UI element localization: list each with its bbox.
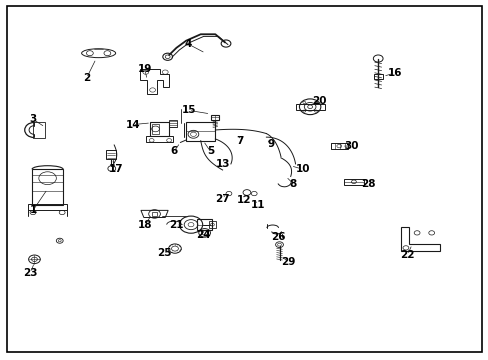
Text: 20: 20	[312, 96, 326, 107]
Text: 30: 30	[344, 141, 358, 151]
Bar	[208, 221, 216, 228]
Text: 13: 13	[215, 159, 229, 169]
Bar	[169, 120, 177, 127]
Text: 15: 15	[181, 105, 195, 115]
Bar	[106, 150, 116, 159]
Bar	[32, 169, 63, 205]
Text: 19: 19	[137, 64, 152, 74]
Bar	[151, 212, 157, 216]
Text: 22: 22	[399, 250, 414, 260]
Bar	[28, 204, 67, 210]
Text: 7: 7	[236, 136, 243, 146]
Text: 6: 6	[170, 147, 177, 157]
Text: 3: 3	[29, 114, 37, 124]
Bar	[151, 124, 159, 134]
Bar	[295, 104, 324, 110]
Bar	[145, 136, 173, 143]
Text: 10: 10	[295, 164, 309, 174]
Text: 21: 21	[169, 220, 183, 230]
Text: 1: 1	[29, 205, 37, 215]
Bar	[330, 143, 347, 149]
Text: 11: 11	[250, 200, 264, 210]
Text: 17: 17	[108, 164, 122, 174]
Text: 8: 8	[289, 179, 296, 189]
Text: 27: 27	[215, 194, 229, 204]
Text: 26: 26	[271, 232, 285, 242]
Bar	[186, 122, 215, 141]
Text: 16: 16	[387, 68, 402, 78]
Bar	[373, 73, 382, 78]
Text: 28: 28	[361, 179, 375, 189]
Text: 4: 4	[184, 39, 192, 49]
Text: 25: 25	[157, 248, 171, 258]
Text: 23: 23	[23, 268, 38, 278]
Text: 14: 14	[125, 120, 140, 130]
Text: 18: 18	[137, 220, 152, 230]
Bar	[149, 122, 169, 136]
Bar	[344, 179, 363, 185]
Text: 12: 12	[237, 195, 251, 204]
Bar	[211, 114, 219, 120]
Bar	[197, 219, 212, 230]
Text: 2: 2	[82, 73, 90, 83]
Text: 29: 29	[281, 257, 295, 267]
Text: 9: 9	[267, 139, 274, 149]
Text: 5: 5	[206, 147, 214, 157]
Bar	[33, 122, 45, 138]
Text: 24: 24	[196, 230, 210, 240]
